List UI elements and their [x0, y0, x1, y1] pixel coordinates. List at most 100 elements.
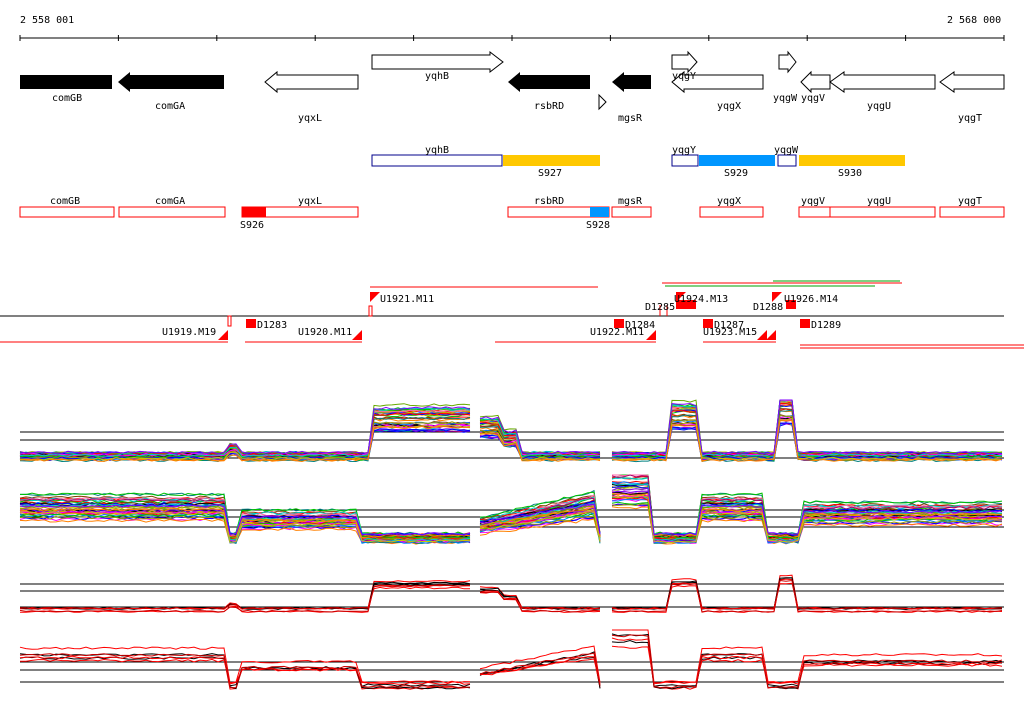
gene-arrow-mgsR[interactable] [612, 72, 651, 92]
sigma-label-S930: S930 [838, 168, 862, 179]
expression-trace [19, 507, 471, 539]
expression-trace [611, 487, 1003, 536]
expression-trace [479, 418, 601, 458]
gene-label-comGA: comGA [155, 101, 185, 112]
tss-flag-U1920[interactable] [352, 330, 362, 340]
operon-label-rsbRD: rsbRD [534, 196, 564, 207]
gene-arrow-yqgT[interactable] [939, 71, 1005, 93]
gene-arrow-comGA[interactable] [118, 72, 224, 92]
operon-box-yqgX[interactable] [699, 206, 764, 218]
sigma-box-S927[interactable] [503, 155, 600, 166]
expression-trace [611, 399, 1003, 455]
expression-panel-top-forward [19, 399, 1004, 463]
expression-trace [479, 658, 601, 685]
tss-flag-U1921[interactable] [370, 292, 380, 302]
operon-mark-S926[interactable] [242, 207, 266, 217]
transcript-label-D1288: D1288 [753, 302, 783, 313]
gene-label-comGB: comGB [52, 93, 82, 104]
expression-trace [611, 637, 1003, 690]
expression-trace [611, 476, 1003, 536]
sigma-label-S927: S927 [538, 168, 562, 179]
tss-flag-U1923[interactable] [757, 330, 767, 340]
expression-trace [479, 586, 601, 610]
expression-trace [479, 651, 601, 689]
sigma-box-S930[interactable] [799, 155, 905, 166]
expression-trace [19, 504, 471, 536]
tss-flag-U1924[interactable] [676, 292, 686, 302]
gene-arrow-yqgW[interactable] [778, 50, 797, 74]
gene-label-yqhB: yqhB [425, 71, 449, 82]
ruler-ticks [19, 35, 1005, 41]
transcript-label-U1924: U1924.M13 [674, 294, 728, 305]
operon-label-yqxL: yqxL [298, 196, 322, 207]
expression-trace [479, 652, 601, 686]
gene-label-yqxL: yqxL [298, 113, 322, 124]
expression-trace [480, 591, 601, 613]
operon-label-mgsR: mgsR [618, 196, 643, 207]
expression-trace [479, 417, 601, 458]
gene-arrow-yqgX[interactable] [671, 70, 764, 94]
operon-mark-S928[interactable] [590, 207, 609, 217]
expression-trace [19, 515, 471, 541]
operon-box-yqgV[interactable] [798, 206, 831, 218]
expression-trace [611, 494, 1003, 544]
operon-box-comGB[interactable] [19, 206, 115, 218]
gene-arrow-yqhB[interactable] [371, 50, 504, 74]
tss-flag-U1922[interactable] [646, 330, 656, 340]
tss-block-D1288[interactable] [786, 300, 796, 309]
expression-trace [19, 658, 471, 685]
expression-trace [479, 433, 601, 462]
sigma-box-S929[interactable] [699, 155, 775, 166]
gene-label-yqgT: yqgT [958, 113, 982, 124]
operon-box-comGA[interactable] [118, 206, 226, 218]
gene-label-yqgX: yqgX [717, 101, 741, 112]
transcript-label-U1921: U1921.M11 [380, 294, 434, 305]
tss-flag-U1926[interactable] [772, 292, 782, 302]
ruler-start-label: 2 558 001 [20, 15, 74, 26]
gene-track: comGB comGA yqxL yqhB rsbRD mgsR yqgY yq… [20, 50, 1005, 124]
transcript-label-D1289: D1289 [811, 320, 841, 331]
segment-box-yqhB[interactable] [371, 154, 503, 167]
expression-panel-bottom-reverse [19, 629, 1004, 690]
operon-box-yqgT[interactable] [939, 206, 1005, 218]
tss-flag-U1919[interactable] [218, 330, 228, 340]
ruler-end-label: 2 568 000 [947, 15, 1001, 26]
tss-flag-U1923b [766, 330, 776, 340]
segment-label-yqgY: yqgY [672, 145, 696, 156]
transcript-label-U1920: U1920.M11 [298, 327, 352, 338]
expression-trace [19, 653, 471, 689]
expression-trace [479, 491, 601, 534]
expression-trace [479, 506, 601, 537]
transcript-label-D1287: D1287 [714, 320, 744, 331]
segment-label-yqgW: yqgW [774, 145, 799, 156]
gene-label-mgsR: mgsR [618, 113, 643, 124]
segment-box-yqgW[interactable] [777, 154, 797, 167]
tss-block-D1285[interactable] [676, 300, 696, 309]
gene-arrow-rsbRD[interactable] [508, 72, 590, 92]
operon-track: comGB comGA yqxL rsbRD mgsR yqgX yqgV yq… [19, 196, 1005, 231]
tss-block-D1284[interactable] [614, 319, 624, 328]
operon-box-yqgU[interactable] [829, 206, 936, 218]
gene-label-yqgY: yqgY [672, 71, 696, 82]
operon-box-mgsR[interactable] [611, 206, 652, 218]
gene-arrow-yqxL[interactable] [264, 70, 359, 94]
expression-trace [611, 414, 1003, 460]
segment-label-yqhB: yqhB [425, 145, 449, 156]
tss-block-D1289[interactable] [800, 319, 810, 328]
expression-trace [611, 582, 1003, 610]
expression-trace [611, 503, 1003, 542]
expression-trace [611, 492, 1003, 538]
gene-arrow-yqgU[interactable] [829, 71, 936, 93]
gene-arrow-yqgV[interactable] [800, 70, 831, 94]
expression-trace [19, 584, 471, 613]
expression-trace [611, 476, 1003, 540]
segment-box-yqgY[interactable] [671, 154, 699, 167]
tss-block-D1287[interactable] [703, 319, 713, 328]
gene-arrow-comGB[interactable] [20, 75, 112, 89]
operon-label-yqgX: yqgX [717, 196, 741, 207]
gene-arrow-yqgY[interactable] [671, 50, 698, 74]
tss-block-D1283[interactable] [246, 319, 256, 328]
transcript-label-D1283: D1283 [257, 320, 287, 331]
